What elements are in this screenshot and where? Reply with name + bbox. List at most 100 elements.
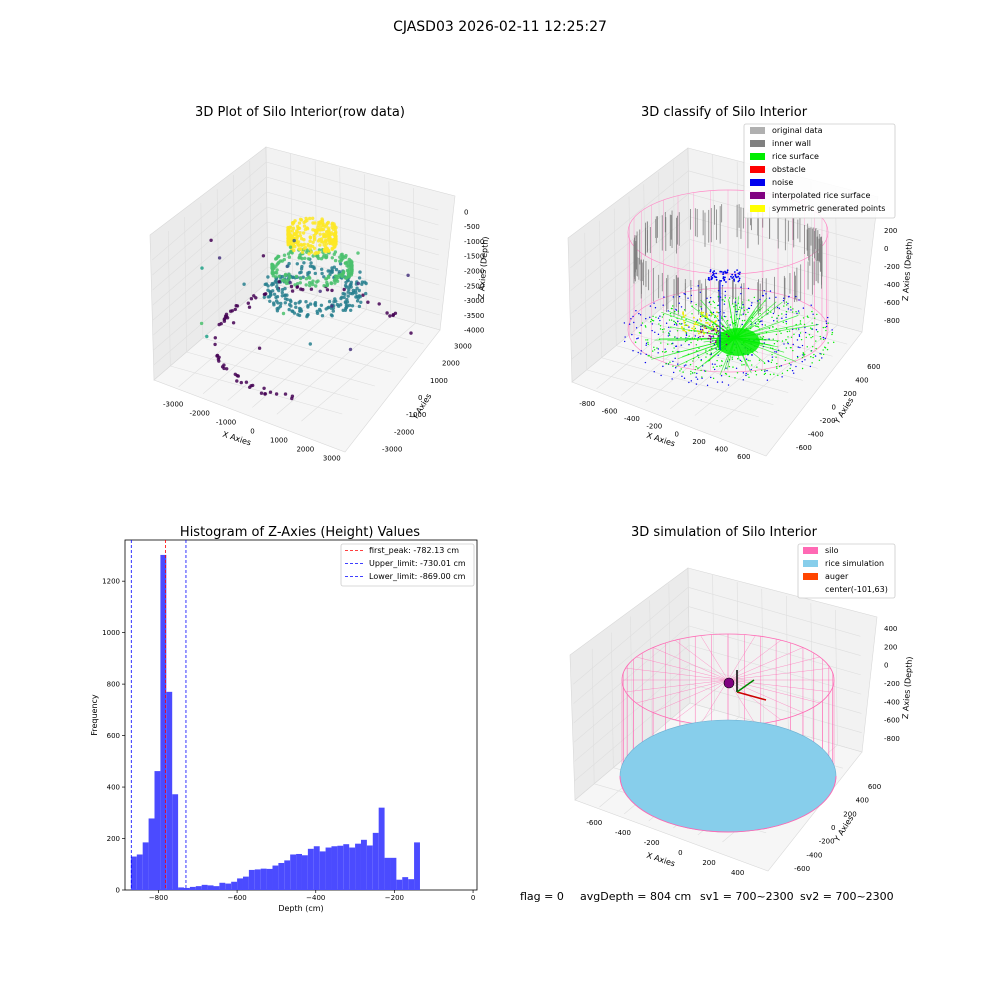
noise-point: [792, 343, 794, 346]
rice-point: [690, 373, 692, 375]
noise-point: [710, 376, 712, 379]
simulation-x-tick: 0: [678, 849, 682, 857]
rice-point: [648, 355, 650, 357]
obstacle-point: [714, 276, 717, 279]
rice-point: [734, 377, 736, 379]
rice-point: [749, 360, 751, 362]
raw-point: [273, 280, 277, 284]
raw-point: [299, 276, 303, 281]
rice-point: [817, 331, 819, 333]
noise-point: [720, 375, 723, 377]
rice-point: [755, 325, 757, 327]
symmetric-point: [707, 330, 710, 333]
raw-z-tick: -2500: [464, 282, 484, 290]
obstacle-point: [720, 279, 723, 282]
raw-point: [276, 301, 280, 305]
rice-point: [751, 316, 754, 319]
raw-point: [292, 311, 297, 315]
noise-point: [623, 322, 626, 324]
noise-point: [677, 363, 679, 365]
rice-point: [738, 306, 741, 308]
silo-spoke: [727, 679, 820, 704]
histogram-bar: [248, 869, 255, 890]
noise-point: [804, 326, 806, 329]
noise-point: [697, 336, 700, 339]
rice-point: [712, 326, 715, 328]
raw-point: [332, 300, 336, 304]
raw-point: [303, 256, 307, 260]
raw-point: [317, 221, 322, 225]
raw-point: [334, 277, 339, 281]
histogram-bar: [278, 862, 285, 890]
raw-point: [292, 248, 296, 253]
obstacle-point: [707, 278, 710, 281]
raw-point: [199, 321, 204, 326]
histogram-bar: [331, 846, 338, 890]
interp-point: [717, 330, 719, 332]
rice-point: [771, 353, 773, 356]
noise-point: [628, 323, 631, 325]
raw-point: [332, 252, 336, 256]
raw-point: [313, 228, 317, 232]
rice-point: [731, 303, 734, 305]
symmetric-point: [692, 316, 695, 319]
raw-point: [300, 237, 304, 241]
rice-point: [759, 336, 761, 338]
raw-point: [239, 380, 243, 385]
noise-point: [751, 354, 753, 356]
rice-point: [706, 352, 708, 355]
classify-x-tick: -400: [624, 415, 640, 423]
rice-point: [701, 376, 703, 378]
noise-point: [675, 308, 677, 310]
silo-spoke: [625, 679, 729, 693]
noise-point: [657, 348, 660, 350]
raw-point: [360, 280, 365, 284]
raw-point: [231, 321, 236, 325]
raw-point: [299, 243, 304, 247]
silo-spoke: [727, 679, 756, 725]
simulation-z-tick: 0: [884, 662, 888, 670]
noise-point: [665, 322, 668, 324]
noise-point: [795, 365, 797, 368]
symmetric-point: [684, 330, 687, 333]
noise-point: [748, 307, 751, 310]
rice-point: [687, 337, 689, 339]
raw-point: [306, 271, 310, 275]
rice-point: [761, 316, 763, 318]
rice-point: [785, 310, 788, 313]
rice-point: [761, 338, 764, 340]
noise-point: [790, 309, 792, 311]
interp-point: [716, 325, 718, 328]
rice-point: [766, 313, 769, 315]
obstacle-point: [739, 271, 741, 274]
noise-point: [714, 363, 716, 366]
interp-point: [725, 333, 728, 336]
noise-point: [812, 313, 814, 315]
symmetric-point: [695, 323, 697, 325]
rice-point: [678, 323, 681, 325]
rice-point: [764, 369, 766, 371]
noise-point: [623, 340, 626, 343]
raw-point: [296, 224, 300, 229]
interp-point: [722, 329, 724, 331]
rice-point: [691, 313, 693, 315]
noise-point: [624, 336, 626, 338]
noise-point: [771, 356, 774, 358]
interp-point: [712, 335, 715, 337]
rice-point: [786, 304, 788, 306]
legend-label: silo: [825, 546, 839, 555]
symmetric-point: [715, 328, 717, 330]
raw-point: [324, 245, 328, 249]
rice-point: [775, 366, 778, 368]
histogram-bar: [272, 865, 279, 890]
silo-spoke: [652, 679, 729, 713]
noise-point: [671, 378, 673, 380]
symmetric-point: [702, 311, 705, 314]
noise-point: [694, 335, 696, 337]
noise-point: [651, 323, 654, 325]
rice-point: [756, 366, 758, 368]
noise-point: [825, 325, 828, 328]
noise-point: [708, 314, 710, 316]
classify-y-tick: 200: [843, 390, 856, 398]
panel-classify: 3D classify of Silo Interior -800 -600 -40…: [567, 105, 914, 461]
